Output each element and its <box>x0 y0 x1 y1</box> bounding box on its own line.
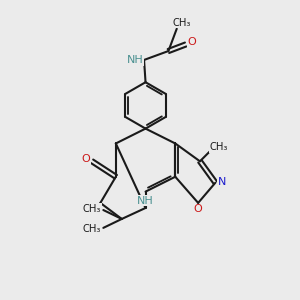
Text: O: O <box>81 154 90 164</box>
Text: CH₃: CH₃ <box>83 224 101 234</box>
Text: NH: NH <box>127 55 143 65</box>
Text: NH: NH <box>136 196 153 206</box>
Text: O: O <box>194 204 203 214</box>
Text: O: O <box>187 37 196 47</box>
Text: CH₃: CH₃ <box>172 18 190 28</box>
Text: CH₃: CH₃ <box>210 142 228 152</box>
Text: N: N <box>218 177 226 187</box>
Text: CH₃: CH₃ <box>83 204 101 214</box>
